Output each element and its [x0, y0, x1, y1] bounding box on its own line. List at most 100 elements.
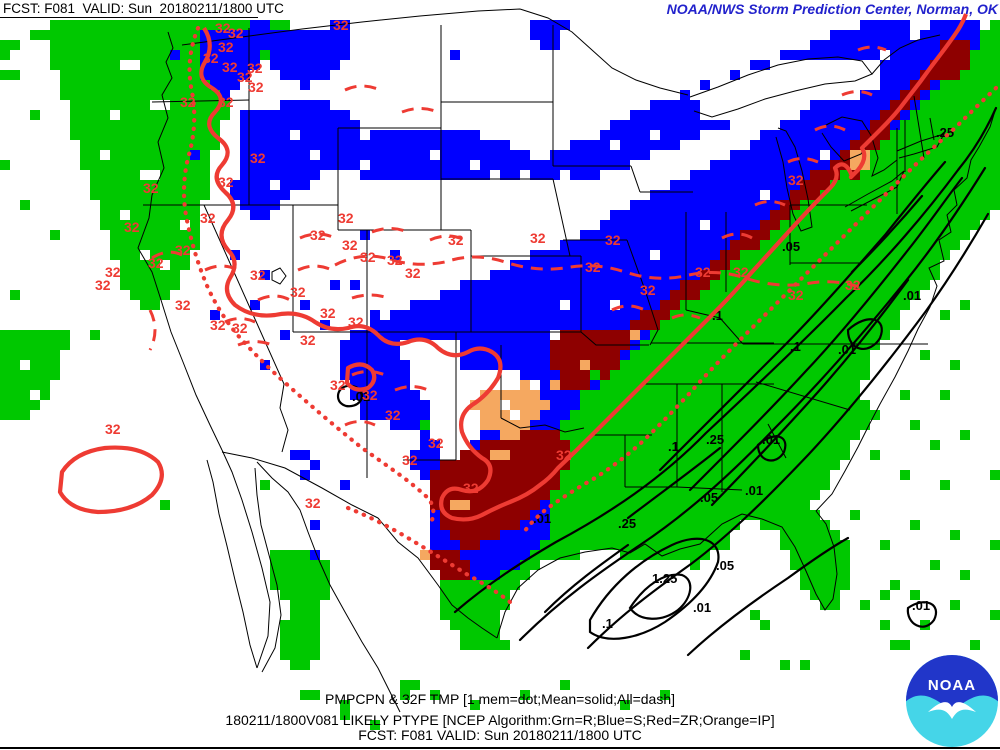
ptype-cells-G [890, 640, 910, 650]
ptype-cells-G [710, 280, 930, 290]
ptype-cells-B [390, 250, 400, 260]
ptype-cells-G [20, 200, 30, 210]
ptype-cells-G [910, 110, 1000, 120]
t32-label: 32 [232, 320, 248, 336]
ptype-cells-G [830, 180, 1000, 190]
ptype-cells-G [870, 160, 1000, 170]
ptype-cells-G [550, 510, 820, 520]
ptype-cells-G [780, 530, 840, 540]
ptype-cells-G [270, 550, 310, 560]
t32-label: 32 [385, 407, 401, 423]
t32-label: 32 [105, 421, 121, 437]
ptype-cells-G [440, 580, 520, 590]
ptype-cells-B [350, 380, 410, 390]
precip-amount-contour [686, 536, 850, 657]
ptype-cells-B [280, 70, 330, 80]
ptype-cells-G [260, 50, 270, 60]
ptype-cells-B [710, 160, 830, 170]
ptype-cells-B [780, 50, 880, 60]
ptype-cells-B [520, 520, 550, 530]
ptype-cells-O [520, 410, 540, 420]
ptype-cells-G [460, 640, 510, 650]
ptype-cells-G [170, 100, 230, 110]
ptype-cells-G [280, 650, 320, 660]
precip-contour-label: .01 [912, 598, 930, 613]
ptype-cells-G [0, 390, 30, 400]
ptype-cells-G [660, 690, 670, 700]
ptype-cells-G [990, 540, 1000, 550]
ptype-cells-B [440, 290, 670, 300]
ptype-cells-B [880, 60, 930, 70]
ptype-cells-G [870, 150, 1000, 160]
header-underline [0, 17, 258, 18]
state-border-path [685, 309, 744, 345]
ptype-cells-B [200, 50, 260, 60]
ptype-cells-G [590, 370, 600, 380]
ptype-cells-G [880, 590, 890, 600]
ptype-cells-B [270, 50, 350, 60]
ptype-cells-G [690, 560, 700, 570]
ptype-cells-B [550, 150, 650, 160]
t32-label: 32 [530, 230, 546, 246]
ptype-cells-B [660, 250, 720, 260]
ptype-cells-B [680, 90, 690, 100]
t32-label: 32 [148, 255, 164, 271]
ptype-cells-G [550, 530, 730, 540]
ptype-cells-B [190, 150, 200, 160]
ptype-cells-G [940, 310, 950, 320]
ptype-cells-G [790, 560, 850, 570]
ptype-cells-B [470, 570, 500, 580]
t32-label: 32 [215, 20, 231, 36]
ptype-cells-G [720, 270, 940, 280]
ptype-cells-G [930, 560, 940, 570]
ptype-cells-G [60, 80, 210, 90]
ptype-cells-G [550, 490, 820, 500]
ptype-cells-B [580, 230, 740, 240]
state-border-path [256, 461, 401, 713]
ptype-cells-R [550, 340, 630, 350]
t32-label: 32 [360, 249, 376, 265]
ptype-cells-O [850, 150, 870, 160]
ptype-cells-B [240, 120, 360, 130]
ptype-cells-B [230, 190, 290, 200]
ptype-cells-B [610, 120, 730, 130]
precip-amount-contour [453, 106, 998, 614]
ptype-cells-B [420, 470, 430, 480]
ptype-cells-B [860, 90, 900, 100]
t32-label: 32 [124, 219, 140, 235]
t32-label: 32 [556, 447, 572, 463]
ptype-cells-R [880, 110, 900, 120]
t32-label: 32 [210, 317, 226, 333]
ptype-cells-G [910, 420, 920, 430]
ptype-cells-B [810, 40, 940, 50]
t32-mean-solid-line [57, 445, 164, 515]
ptype-cells-B [280, 100, 330, 110]
t32-labels-layer: 32 32 32 32 32 32 32 32 32 32 32 32 32 32 32 32 32 32 32 32… [95, 17, 861, 511]
t32-label: 32 [330, 377, 346, 393]
ptype-cells-B [970, 40, 980, 50]
precip-contour-label: .25 [706, 432, 724, 447]
ptype-cells-B [260, 270, 270, 280]
ptype-cells-G [120, 110, 230, 120]
t32-label: 32 [218, 174, 234, 190]
precip-contour-label: .1 [790, 339, 801, 354]
ptype-cells-G [50, 230, 60, 240]
ptype-cells-G [120, 270, 180, 280]
ptype-cells-R [560, 330, 630, 340]
ptype-cells-B [280, 330, 290, 340]
precip-amount-contour [586, 212, 990, 650]
ptype-cells-G [50, 20, 250, 30]
ptype-cells-G [0, 400, 40, 410]
ptype-cells-G [880, 140, 1000, 150]
ptype-cells-R [600, 370, 610, 380]
ptype-cells-G [30, 110, 40, 120]
ptype-cells-B [300, 130, 360, 140]
t32-label: 32 [788, 287, 804, 303]
ptype-cells-B [460, 360, 550, 370]
t32-label: 32 [222, 59, 238, 75]
ptype-cells-G [150, 250, 190, 260]
ptype-cells-G [130, 210, 200, 220]
ptype-cells-O [480, 410, 510, 420]
ptype-cells-G [10, 290, 20, 300]
t32-one-member-dot-line [345, 505, 513, 605]
